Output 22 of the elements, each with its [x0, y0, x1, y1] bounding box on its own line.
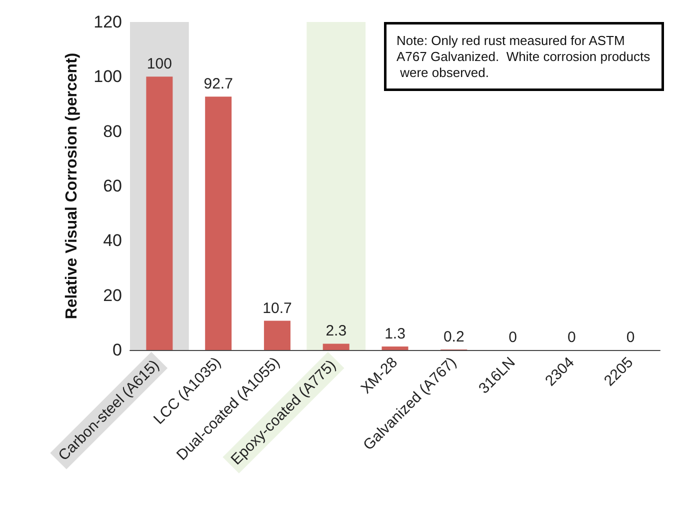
- data-label: 0: [626, 329, 635, 346]
- bar: [205, 96, 232, 350]
- y-tick-label: 120: [94, 12, 122, 32]
- bar: [264, 320, 290, 350]
- data-label: 0: [508, 329, 517, 346]
- y-tick-label: 0: [112, 340, 122, 360]
- data-label: 100: [146, 56, 172, 73]
- y-tick-label: 60: [103, 176, 122, 196]
- y-tick-label: 20: [103, 286, 122, 305]
- y-tick-label: 100: [94, 67, 122, 86]
- data-label: 2.3: [326, 322, 347, 340]
- y-tick-label: 40: [103, 231, 122, 250]
- data-label: 1.3: [384, 325, 406, 342]
- y-tick-label: 80: [103, 122, 122, 141]
- annotation: Note: Only red rust measured for ASTM A767 Galvanized. White corrosion products were observed.: [396, 33, 651, 80]
- data-label: 92.7: [204, 76, 233, 93]
- bar: [382, 346, 408, 350]
- bar: [322, 344, 350, 350]
- data-label: 0.2: [443, 328, 464, 346]
- data-label: 10.7: [262, 300, 292, 317]
- y-axis-title: Relative Visual Corrosion (percent): [64, 52, 80, 320]
- data-label: 0: [567, 329, 576, 346]
